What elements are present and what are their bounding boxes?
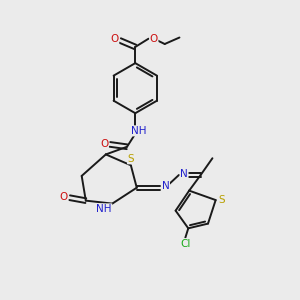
- Text: N: N: [180, 169, 188, 178]
- Text: NH: NH: [131, 126, 147, 136]
- Text: N: N: [162, 181, 170, 191]
- Text: O: O: [100, 139, 108, 149]
- Text: S: S: [218, 195, 225, 205]
- Text: O: O: [60, 192, 68, 202]
- Text: O: O: [150, 34, 158, 44]
- Text: NH: NH: [96, 204, 112, 214]
- Text: O: O: [110, 34, 119, 44]
- Text: S: S: [128, 154, 134, 164]
- Text: Cl: Cl: [180, 238, 190, 249]
